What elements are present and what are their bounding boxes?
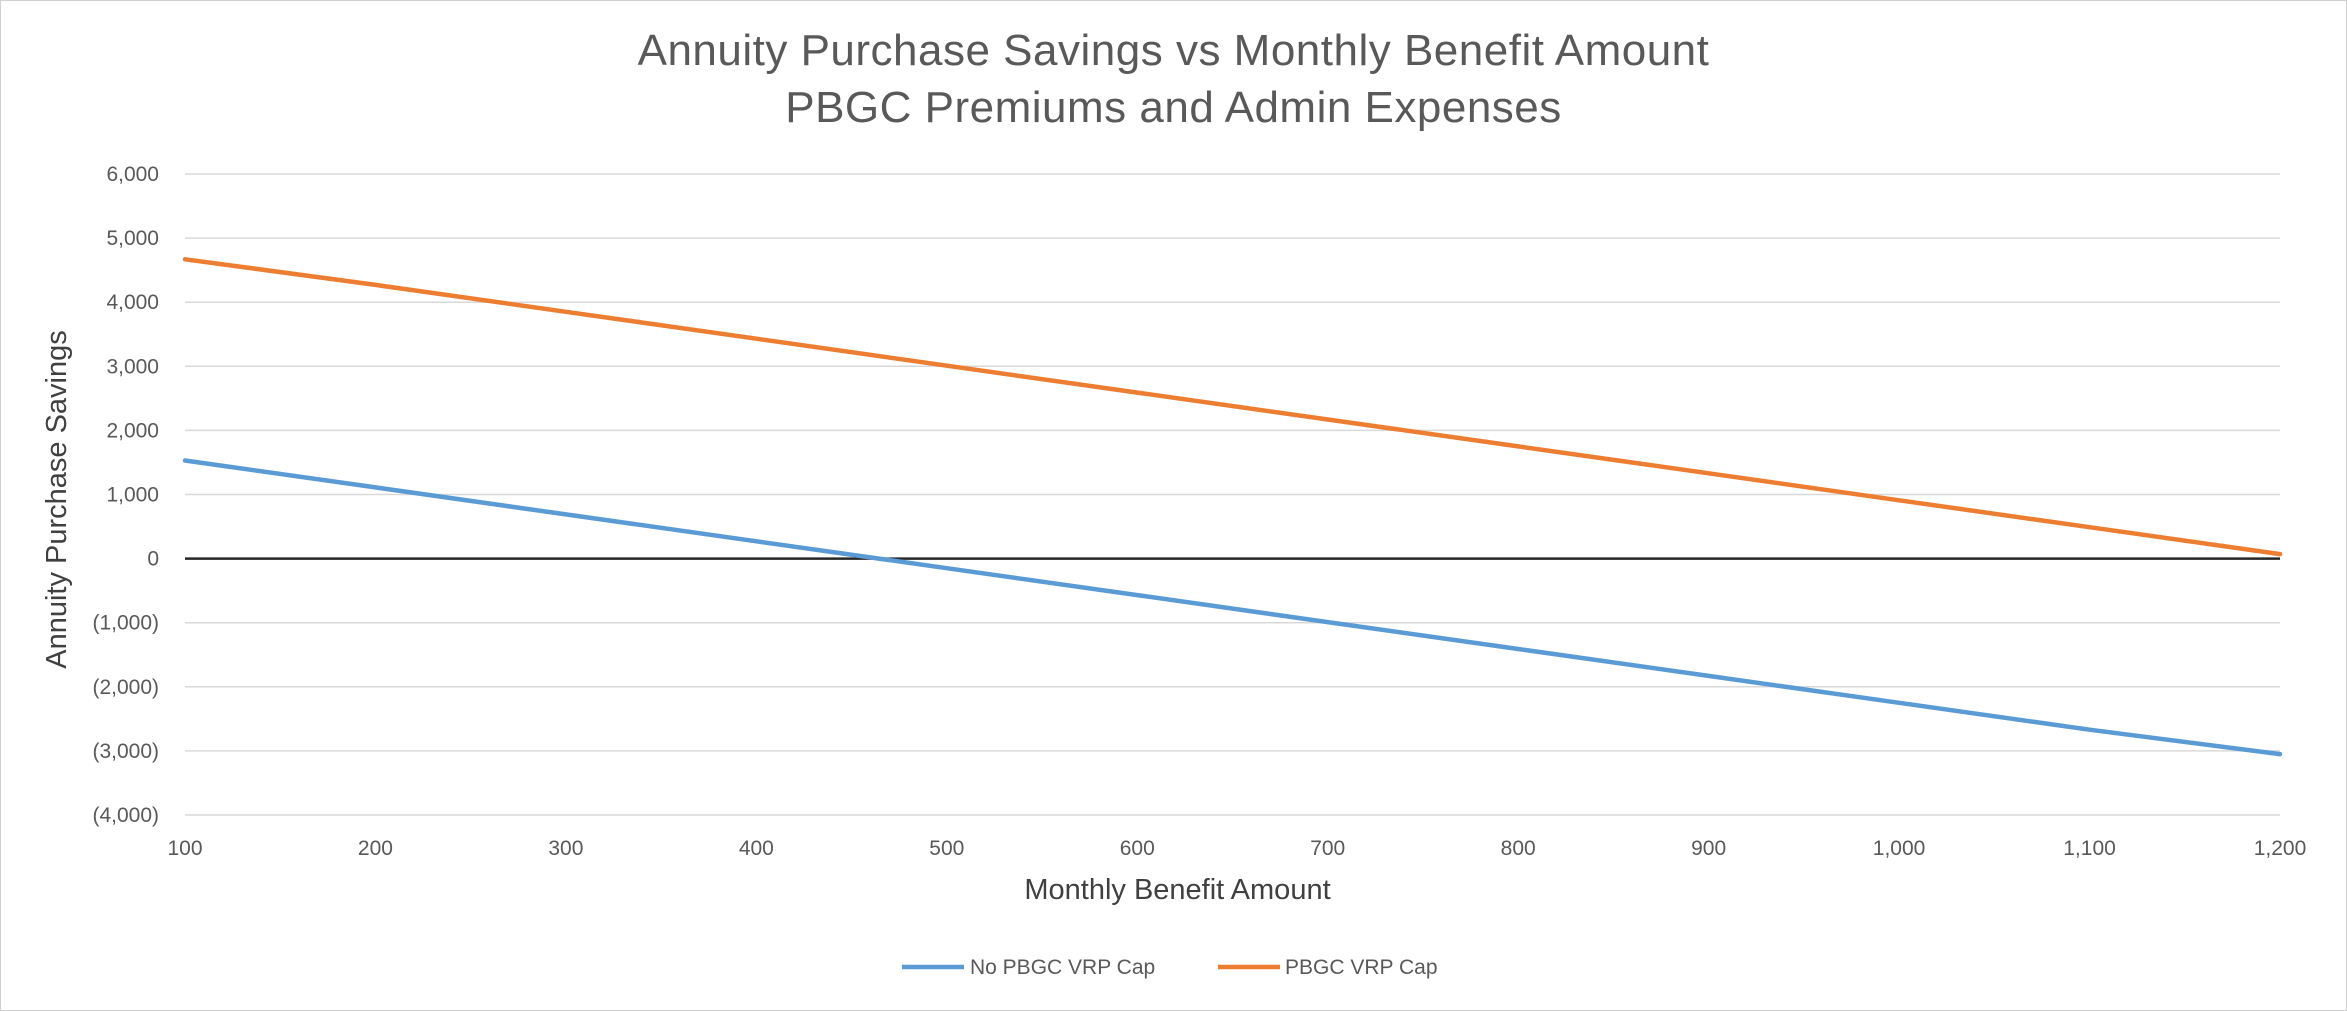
x-tick-label: 500 [929,837,964,860]
x-tick-label: 200 [358,837,393,860]
x-tick-label: 300 [548,837,583,860]
x-axis-tick-labels: 100 200 300 400 500 600 700 800 900 1,000 1,100 1,2… [167,837,2306,860]
y-tick-label: 5,000 [106,227,159,250]
y-tick-label: 6,000 [106,163,159,186]
y-tick-label: 3,000 [106,355,159,378]
x-tick-label: 100 [167,837,202,860]
y-tick-label: 1,000 [106,484,159,507]
y-axis-title: Annuity Purchase Savings [41,330,73,669]
x-tick-label: 900 [1691,837,1726,860]
legend-label-2: PBGC VRP Cap [1285,956,1438,979]
y-tick-label: 4,000 [106,291,159,314]
y-tick-label: (4,000) [92,804,159,827]
x-tick-label: 1,100 [2063,837,2116,860]
x-axis-title: Monthly Benefit Amount [1024,874,1330,906]
chart-title: Annuity Purchase Savings vs Monthly Bene… [637,26,1710,75]
y-axis-tick-labels: 6,000 5,000 4,000 3,000 2,000 1,000 0 (1,000) (2… [92,163,159,827]
series-lines [182,257,2283,757]
series-line-1 [182,458,2283,757]
y-tick-label: (1,000) [92,612,159,635]
legend: No PBGC VRP Cap PBGC VRP Cap [902,956,1438,979]
x-tick-label: 1,200 [2254,837,2307,860]
x-tick-label: 600 [1120,837,1155,860]
x-tick-label: 400 [739,837,774,860]
y-tick-label: (3,000) [92,740,159,763]
x-tick-label: 700 [1310,837,1345,860]
series-line-2 [182,257,2283,557]
gridlines [185,173,2280,816]
chart-subtitle: PBGC Premiums and Admin Expenses [785,83,1562,132]
y-tick-label: (2,000) [92,676,159,699]
y-tick-label: 2,000 [106,419,159,442]
x-tick-label: 1,000 [1873,837,1926,860]
y-tick-label: 0 [147,548,159,571]
legend-label-1: No PBGC VRP Cap [970,956,1155,979]
x-tick-label: 800 [1501,837,1536,860]
